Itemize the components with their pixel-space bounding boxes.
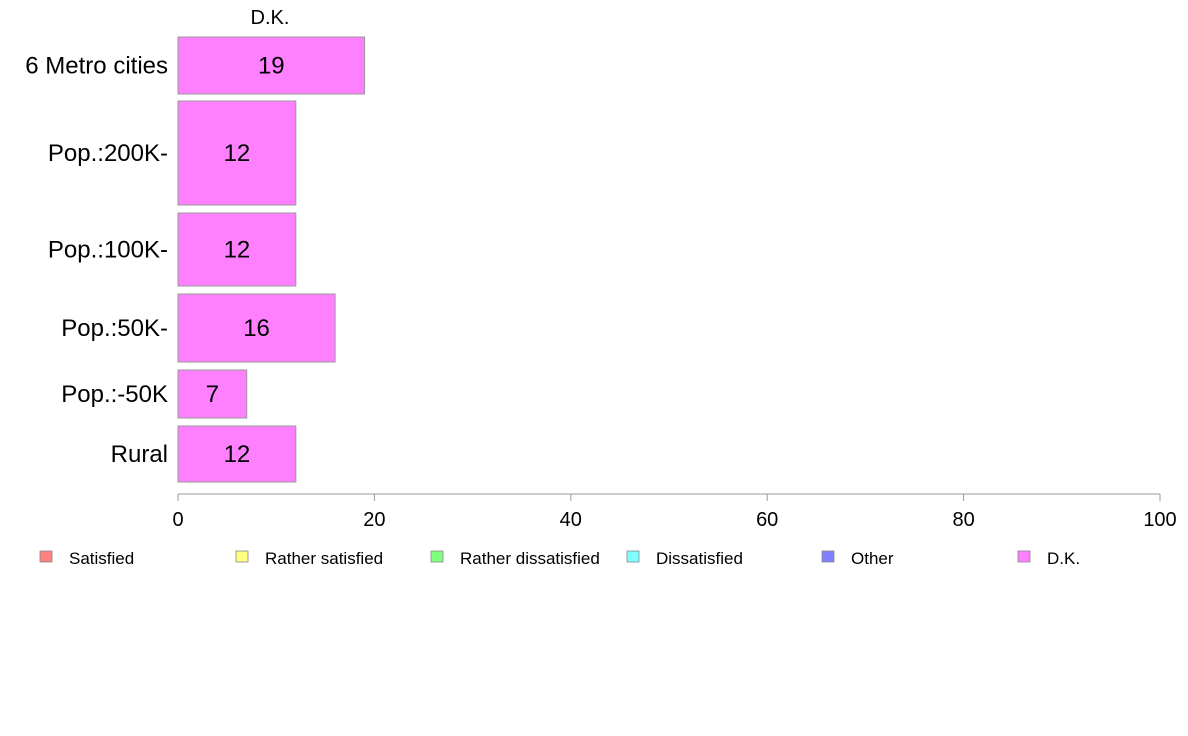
legend-swatch bbox=[430, 550, 444, 563]
x-tick-label: 20 bbox=[363, 509, 385, 531]
category-label: Pop.:100K- bbox=[48, 237, 168, 264]
category-label: Pop.:50K- bbox=[61, 315, 168, 342]
bar-value-label: 16 bbox=[243, 315, 270, 342]
legend-label: Dissatisfied bbox=[656, 549, 743, 568]
legend-label: Other bbox=[851, 549, 894, 568]
bar bbox=[177, 100, 297, 206]
legend-label: Rather satisfied bbox=[265, 549, 383, 568]
legend-label: Rather dissatisfied bbox=[460, 549, 600, 568]
bar bbox=[177, 212, 297, 287]
x-tick-label: 100 bbox=[1143, 509, 1176, 531]
category-label: Rural bbox=[111, 441, 168, 468]
category-label: 6 Metro cities bbox=[25, 53, 168, 80]
legend-swatch bbox=[821, 550, 835, 563]
category-label: Pop.:-50K bbox=[61, 381, 168, 408]
bar-value-label: 12 bbox=[224, 140, 251, 167]
bar-value-label: 12 bbox=[224, 441, 251, 468]
bar bbox=[177, 293, 336, 363]
legend-swatch bbox=[1017, 550, 1031, 563]
x-tick-label: 60 bbox=[756, 509, 778, 531]
legend-swatch bbox=[235, 550, 249, 563]
legend-label: D.K. bbox=[1047, 549, 1080, 568]
legend-swatch bbox=[626, 550, 640, 563]
bar bbox=[177, 369, 248, 419]
bar bbox=[177, 36, 366, 95]
column-title: D.K. bbox=[251, 7, 290, 29]
bar-value-label: 7 bbox=[206, 381, 219, 408]
x-tick-label: 80 bbox=[952, 509, 974, 531]
bar-value-label: 19 bbox=[258, 53, 285, 80]
legend-swatch bbox=[39, 550, 53, 563]
x-tick-label: 40 bbox=[560, 509, 582, 531]
category-label: Pop.:200K- bbox=[48, 140, 168, 167]
x-tick-label: 0 bbox=[172, 509, 183, 531]
bar bbox=[177, 425, 297, 483]
bar-value-label: 12 bbox=[224, 237, 251, 264]
legend-label: Satisfied bbox=[69, 549, 134, 568]
